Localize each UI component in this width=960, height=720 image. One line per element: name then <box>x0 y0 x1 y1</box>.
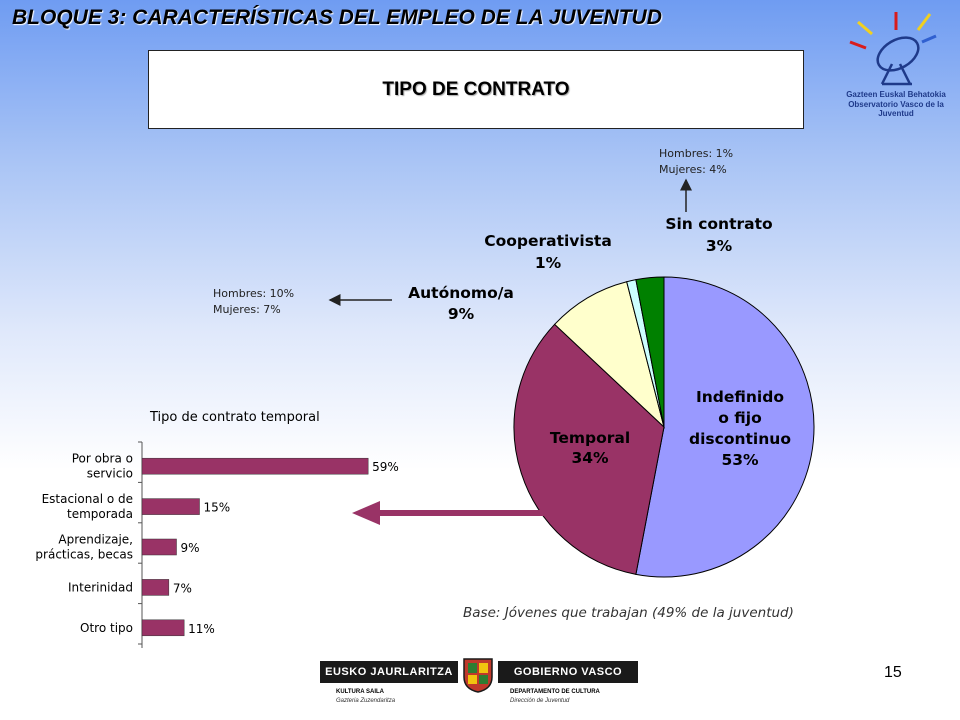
bar-category-label-por-obra-o-servicio: Por obra o <box>72 452 133 466</box>
gov-name-basque: EUSKO JAURLARITZA <box>320 661 458 683</box>
observatory-logo: Gazteen Euskal Behatokia Observatorio Va… <box>832 6 960 118</box>
pie-category-label-indefinido-o-fijo-discontinuo: o fijo <box>718 409 762 427</box>
pie-category-label-temporal: Temporal <box>550 429 630 447</box>
sin-contrato-note-men: Hombres: 1% <box>659 147 734 160</box>
pie-value-label-sin-contrato: 3% <box>706 237 733 255</box>
observatory-name-spanish: Observatorio Vasco de la Juventud <box>848 100 944 118</box>
bar-value-label-aprendizaje-practicas-becas: 9% <box>181 541 200 555</box>
pie-slice-temporal <box>513 323 665 575</box>
pie-slice-autonomo-a <box>553 281 665 429</box>
bar-category-label-otro-tipo: Otro tipo <box>80 621 133 635</box>
page-header-title: BLOQUE 3: CARACTERÍSTICAS DEL EMPLEO DE … <box>12 6 662 29</box>
page-number: 15 <box>884 664 902 681</box>
base-note: Base: Jóvenes que trabajan (49% de la ju… <box>463 605 794 621</box>
pie-value-label-temporal: 34% <box>571 449 609 467</box>
gov-name-spanish: GOBIERNO VASCO <box>498 661 638 683</box>
pie-value-label-indefinido-o-fijo-discontinuo: 53% <box>721 451 759 469</box>
bar-otro-tipo <box>141 619 185 637</box>
satellite-dish-icon <box>849 12 937 86</box>
pie-category-label-autonomo-a: Autónomo/a <box>408 284 514 302</box>
autonomo-note-men: Hombres: 10% <box>213 287 295 300</box>
bar-category-label-aprendizaje-practicas-becas: prácticas, becas <box>35 548 133 562</box>
pie-category-label-cooperativista: Cooperativista <box>484 232 612 250</box>
coat-of-arms-icon <box>463 658 493 693</box>
sin-contrato-gender-note: Hombres: 1% Mujeres: 4% <box>659 146 733 178</box>
pie-value-label-autonomo-a: 9% <box>448 305 475 323</box>
pie-slice-indefinido-o-fijo-discontinuo <box>635 276 815 578</box>
pie-value-label-cooperativista: 1% <box>535 254 562 272</box>
pie-category-label-indefinido-o-fijo-discontinuo: Indefinido <box>696 388 784 406</box>
chart-title-box: TIPO DE CONTRATO <box>148 50 804 129</box>
bar-value-label-estacional-o-de-temporada: 15% <box>204 501 231 515</box>
pie-to-bar-arrow-head <box>352 501 380 525</box>
gov-dept-basque: KULTURA SAILA <box>336 689 384 695</box>
pie-chart: Indefinido o fijo discontinuo 53% Temporal 34… <box>408 215 815 578</box>
bar-aprendizaje-practicas-becas <box>141 538 177 556</box>
gov-directorate-basque: Gazteria Zuzendaritza <box>336 698 396 704</box>
bar-category-label-por-obra-o-servicio: servicio <box>87 467 133 481</box>
bar-por-obra-o-servicio <box>141 457 369 475</box>
bar-category-label-interinidad: Interinidad <box>68 580 133 594</box>
bar-category-label-aprendizaje-practicas-becas: Aprendizaje, <box>58 533 133 547</box>
observatory-name-basque: Gazteen Euskal Behatokia <box>846 90 946 99</box>
gov-directorate-spanish: Dirección de Juventud <box>510 698 570 704</box>
bar-value-label-por-obra-o-servicio: 59% <box>372 460 399 474</box>
chart-title-text: TIPO DE CONTRATO <box>382 79 570 100</box>
pie-slice-sin-contrato <box>635 276 665 428</box>
pie-category-label-indefinido-o-fijo-discontinuo: discontinuo <box>689 430 791 448</box>
gov-dept-spanish: DEPARTAMENTO DE CULTURA <box>510 689 600 695</box>
autonomo-gender-note: Hombres: 10% Mujeres: 7% <box>213 286 294 318</box>
autonomo-note-women: Mujeres: 7% <box>213 303 281 316</box>
bar-estacional-o-de-temporada <box>141 498 200 515</box>
bar-category-label-estacional-o-de-temporada: temporada <box>67 507 133 521</box>
sin-contrato-note-women: Mujeres: 4% <box>659 163 727 176</box>
bar-category-label-estacional-o-de-temporada: Estacional o de <box>42 492 133 506</box>
bar-interinidad <box>141 579 170 596</box>
bar-chart-title: Tipo de contrato temporal <box>150 410 320 425</box>
pie-category-label-sin-contrato: Sin contrato <box>665 215 772 233</box>
bar-value-label-interinidad: 7% <box>173 581 192 595</box>
bar-value-label-otro-tipo: 11% <box>188 622 215 636</box>
pie-to-bar-arrow <box>352 501 548 525</box>
basque-government-logo: EUSKO JAURLARITZA GOBIERNO VASCO KULTURA… <box>320 655 640 717</box>
